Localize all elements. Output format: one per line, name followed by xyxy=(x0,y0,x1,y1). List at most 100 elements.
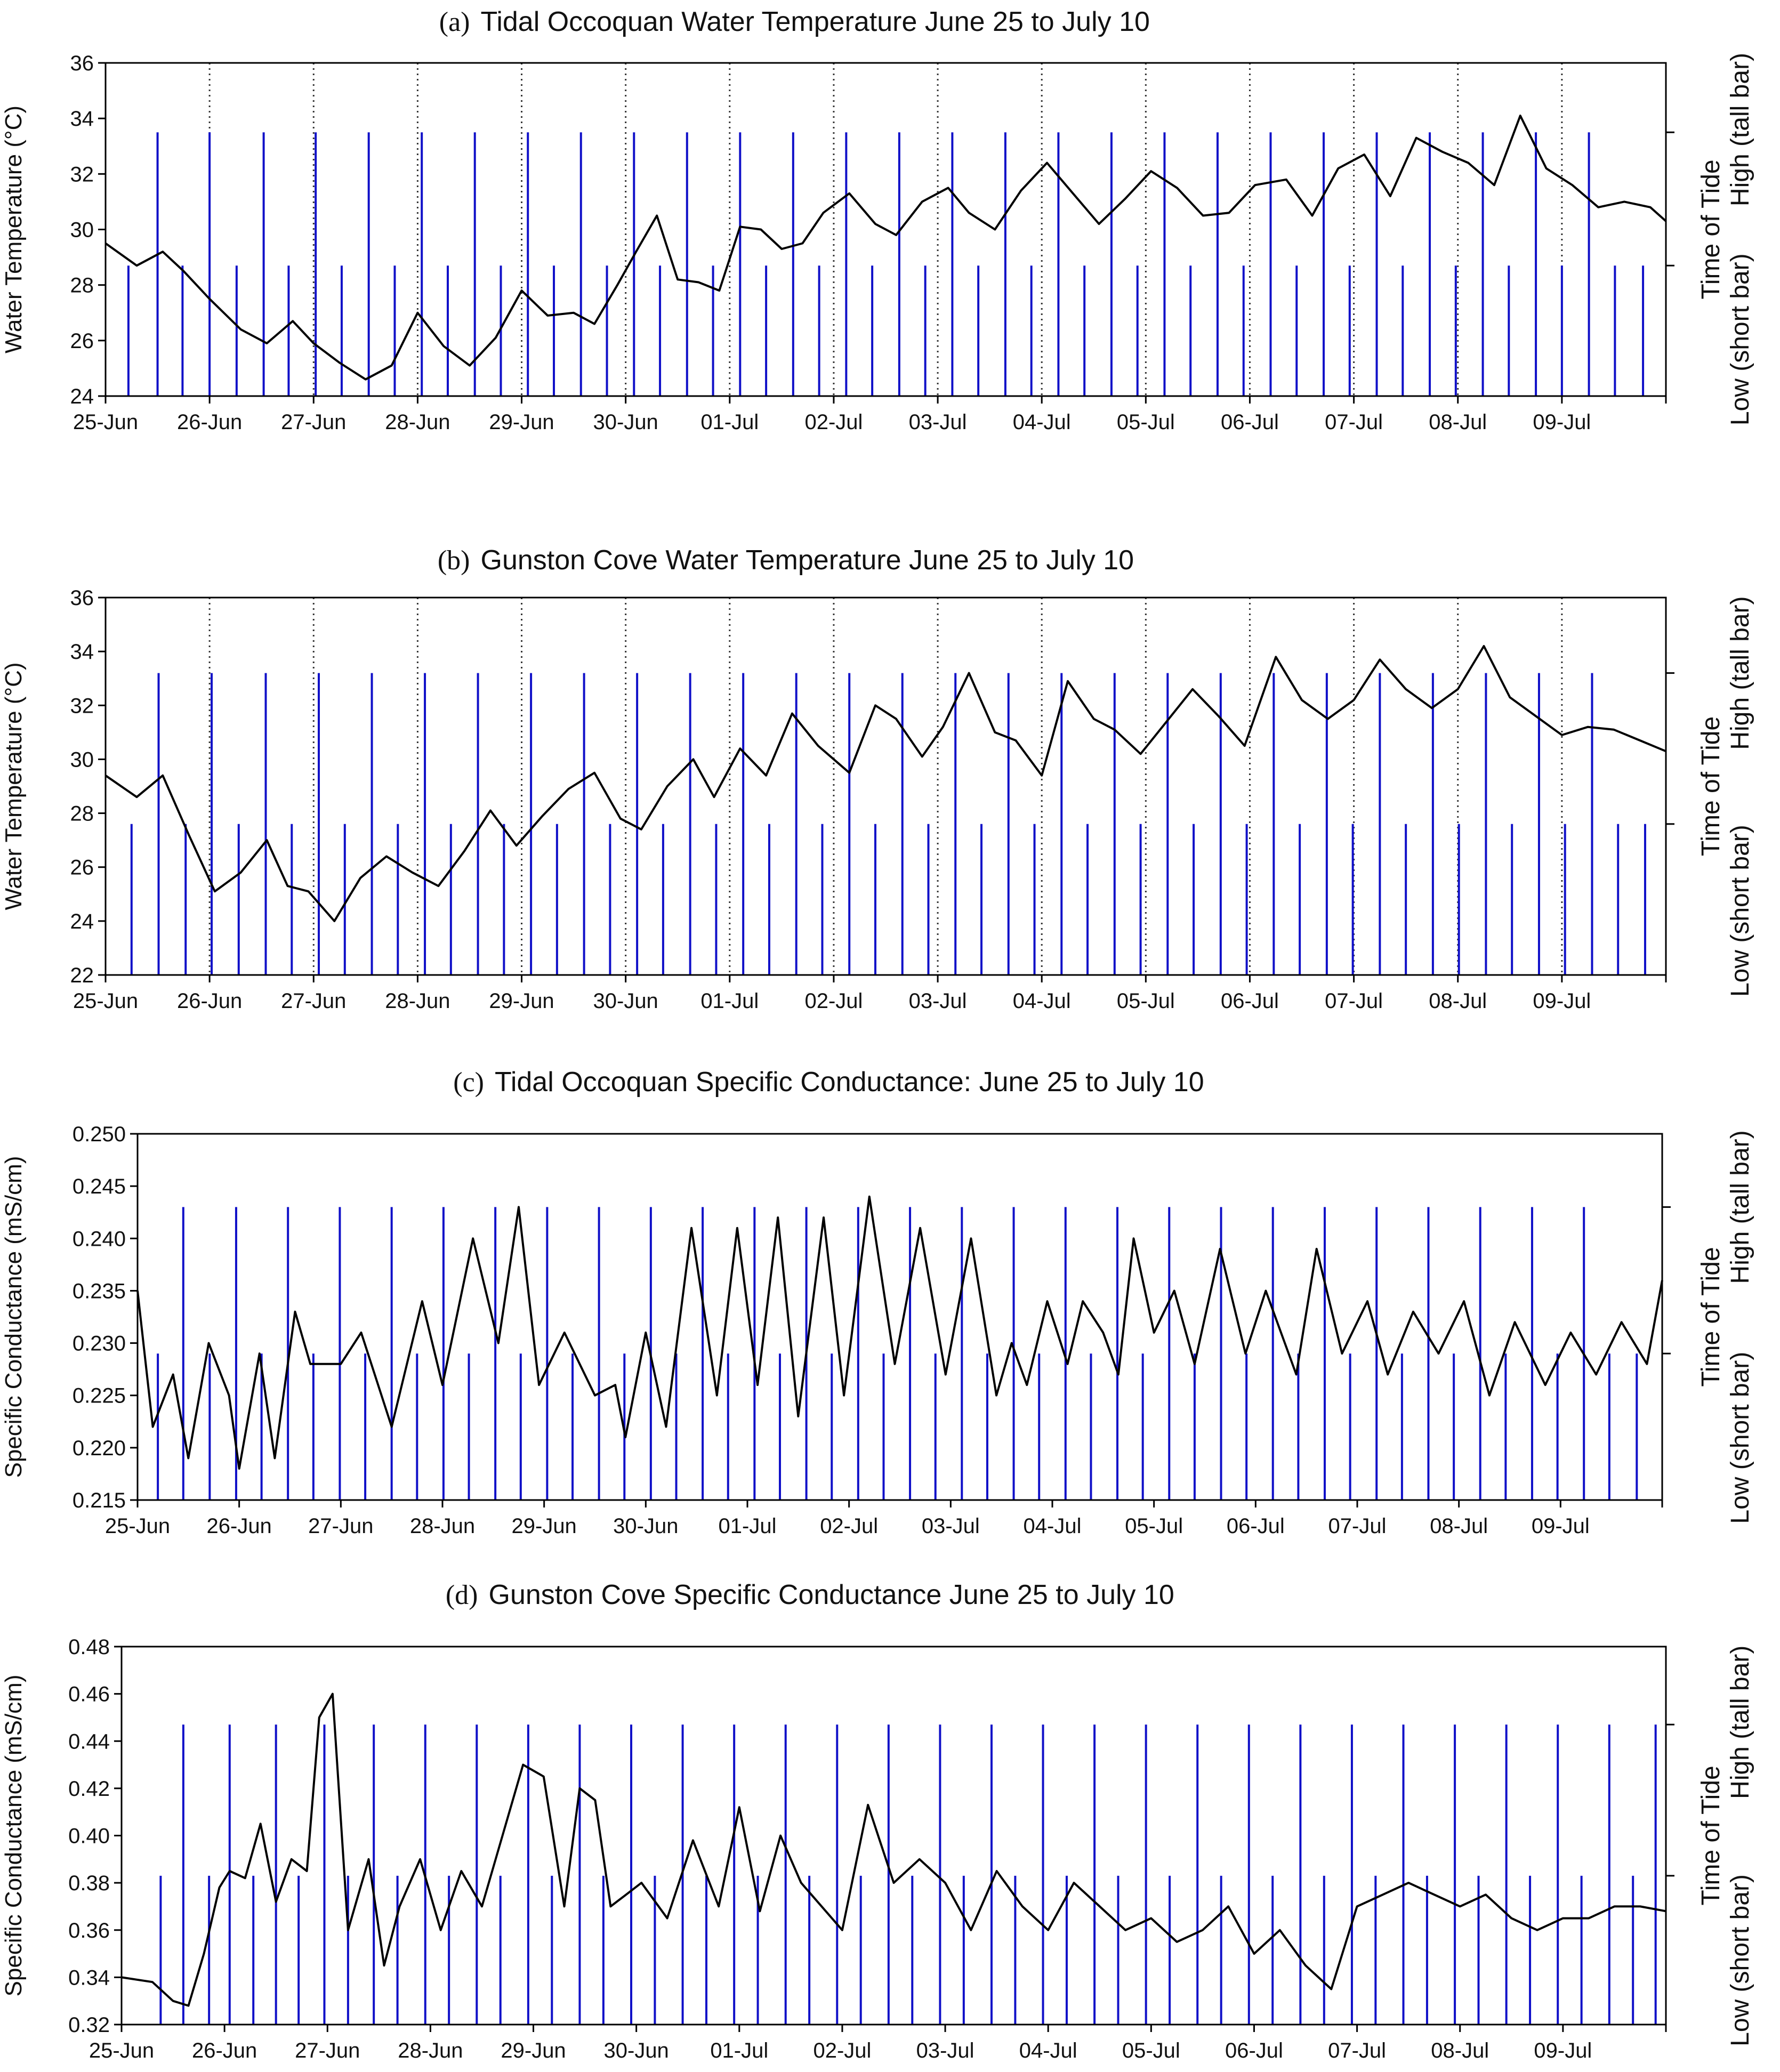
x-tick-label: 27-Jun xyxy=(295,2039,360,2062)
y-axis-label: Specific Conductance (mS/cm) xyxy=(1,1156,27,1478)
x-tick-label: 05-Jul xyxy=(1117,989,1175,1013)
x-tick-label: 04-Jul xyxy=(1013,989,1071,1013)
x-tick-label: 27-Jun xyxy=(281,410,346,434)
right-axis-low-label: Low (short bar) xyxy=(1726,1352,1754,1524)
y-tick-label: 24 xyxy=(70,385,94,408)
plot-frame xyxy=(120,1646,1667,2026)
x-tick-label: 25-Jun xyxy=(73,410,138,434)
x-tick-label: 05-Jul xyxy=(1122,2039,1180,2062)
right-axis-low-label: Low (short bar) xyxy=(1726,825,1754,997)
x-tick-label: 26-Jun xyxy=(177,989,242,1013)
x-tick-label: 29-Jun xyxy=(501,2039,566,2062)
chart-title: Gunston Cove Specific Conductance June 2… xyxy=(489,1579,1174,1610)
y-tick-label: 36 xyxy=(70,586,94,610)
x-tick-label: 06-Jul xyxy=(1225,2039,1283,2062)
x-tick-label: 04-Jul xyxy=(1024,1514,1082,1538)
y-tick-label: 0.40 xyxy=(68,1825,110,1848)
y-tick-label: 0.46 xyxy=(68,1683,110,1706)
x-tick-label: 29-Jun xyxy=(489,989,554,1013)
x-tick-label: 03-Jul xyxy=(909,989,967,1013)
panel-b: (b) Gunston Cove Water Temperature June 2… xyxy=(1,545,1754,1013)
y-axis-label: Water Temperature (°C) xyxy=(1,662,27,910)
chart-title: Tidal Occoquan Specific Conductance: Jun… xyxy=(495,1067,1204,1098)
x-tick-label: 09-Jul xyxy=(1534,2039,1592,2062)
x-tick-label: 01-Jul xyxy=(700,989,759,1013)
x-tick-label: 06-Jul xyxy=(1221,989,1279,1013)
x-tick-label: 04-Jul xyxy=(1019,2039,1077,2062)
series-line xyxy=(121,1692,1666,2007)
right-axis-title: Time of Tide xyxy=(1697,1247,1725,1386)
y-tick-label: 28 xyxy=(70,274,94,297)
x-tick-label: 28-Jun xyxy=(398,2039,463,2062)
x-tick-label: 03-Jul xyxy=(916,2039,974,2062)
y-tick-label: 26 xyxy=(70,856,94,880)
x-tick-label: 26-Jun xyxy=(207,1514,272,1538)
y-axis-label: Water Temperature (°C) xyxy=(1,106,27,353)
panel-letter: (d) xyxy=(446,1580,478,1610)
right-axis-low-label: Low (short bar) xyxy=(1726,253,1754,425)
right-axis-high-label: High (tall bar) xyxy=(1726,1130,1754,1284)
x-tick-label: 08-Jul xyxy=(1430,1514,1488,1538)
y-tick-label: 0.225 xyxy=(73,1384,126,1408)
x-tick-label: 07-Jul xyxy=(1328,2039,1386,2062)
x-tick-label: 08-Jul xyxy=(1431,2039,1489,2062)
y-tick-label: 0.250 xyxy=(73,1123,126,1146)
x-tick-label: 30-Jun xyxy=(613,1514,678,1538)
x-tick-label: 02-Jul xyxy=(813,2039,871,2062)
plot-frame xyxy=(136,1133,1663,1501)
x-tick-label: 09-Jul xyxy=(1532,1514,1590,1538)
y-tick-label: 0.48 xyxy=(68,1635,110,1659)
x-tick-label: 03-Jul xyxy=(922,1514,980,1538)
x-tick-label: 06-Jul xyxy=(1227,1514,1285,1538)
x-tick-label: 01-Jul xyxy=(700,410,759,434)
x-tick-label: 03-Jul xyxy=(909,410,967,434)
right-axis-high-label: High (tall bar) xyxy=(1726,1646,1754,1799)
y-tick-label: 32 xyxy=(70,694,94,717)
y-tick-label: 34 xyxy=(70,640,94,664)
y-tick-label: 0.38 xyxy=(68,1872,110,1895)
x-tick-label: 29-Jun xyxy=(489,410,554,434)
x-tick-label: 07-Jul xyxy=(1325,989,1383,1013)
right-axis-title: Time of Tide xyxy=(1697,1765,1725,1905)
right-axis-high-label: High (tall bar) xyxy=(1726,53,1754,206)
x-tick-label: 05-Jul xyxy=(1125,1514,1183,1538)
panel-a: (a) Tidal Occoquan Water Temperature June… xyxy=(1,6,1754,434)
plot-frame xyxy=(104,596,1667,976)
y-tick-label: 30 xyxy=(70,219,94,242)
x-tick-label: 07-Jul xyxy=(1328,1514,1387,1538)
x-tick-label: 08-Jul xyxy=(1429,989,1487,1013)
y-tick-label: 0.36 xyxy=(68,1919,110,1942)
y-tick-label: 0.235 xyxy=(73,1279,126,1303)
y-tick-label: 34 xyxy=(70,107,94,131)
x-tick-label: 26-Jun xyxy=(192,2039,257,2062)
x-tick-label: 25-Jun xyxy=(89,2039,154,2062)
y-tick-label: 0.215 xyxy=(73,1489,126,1512)
x-tick-label: 09-Jul xyxy=(1533,410,1591,434)
y-tick-label: 0.32 xyxy=(68,2013,110,2037)
x-tick-label: 30-Jun xyxy=(604,2039,669,2062)
x-tick-label: 08-Jul xyxy=(1429,410,1487,434)
x-tick-label: 27-Jun xyxy=(308,1514,373,1538)
x-tick-label: 28-Jun xyxy=(385,410,450,434)
x-tick-label: 02-Jul xyxy=(804,989,863,1013)
series-line xyxy=(104,115,1667,381)
panel-letter: (c) xyxy=(453,1067,484,1098)
right-axis-title: Time of Tide xyxy=(1697,716,1725,856)
chart-title: Gunston Cove Water Temperature June 25 t… xyxy=(481,545,1134,576)
right-axis-low-label: Low (short bar) xyxy=(1726,1874,1754,2046)
x-tick-label: 05-Jul xyxy=(1117,410,1175,434)
y-tick-label: 0.44 xyxy=(68,1730,110,1753)
x-tick-label: 02-Jul xyxy=(804,410,863,434)
y-tick-label: 32 xyxy=(70,163,94,186)
x-tick-label: 25-Jun xyxy=(105,1514,170,1538)
right-axis-high-label: High (tall bar) xyxy=(1726,596,1754,750)
x-tick-label: 29-Jun xyxy=(512,1514,577,1538)
y-tick-label: 28 xyxy=(70,802,94,826)
panel-letter: (a) xyxy=(439,7,470,37)
x-tick-label: 06-Jul xyxy=(1221,410,1279,434)
y-tick-label: 26 xyxy=(70,329,94,353)
x-tick-label: 04-Jul xyxy=(1013,410,1071,434)
panel-letter: (b) xyxy=(438,545,470,576)
y-tick-label: 36 xyxy=(70,52,94,75)
series-line xyxy=(104,645,1666,922)
